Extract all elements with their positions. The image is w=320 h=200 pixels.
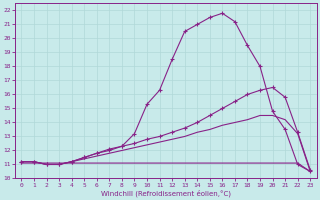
X-axis label: Windchill (Refroidissement éolien,°C): Windchill (Refroidissement éolien,°C) (101, 189, 231, 197)
